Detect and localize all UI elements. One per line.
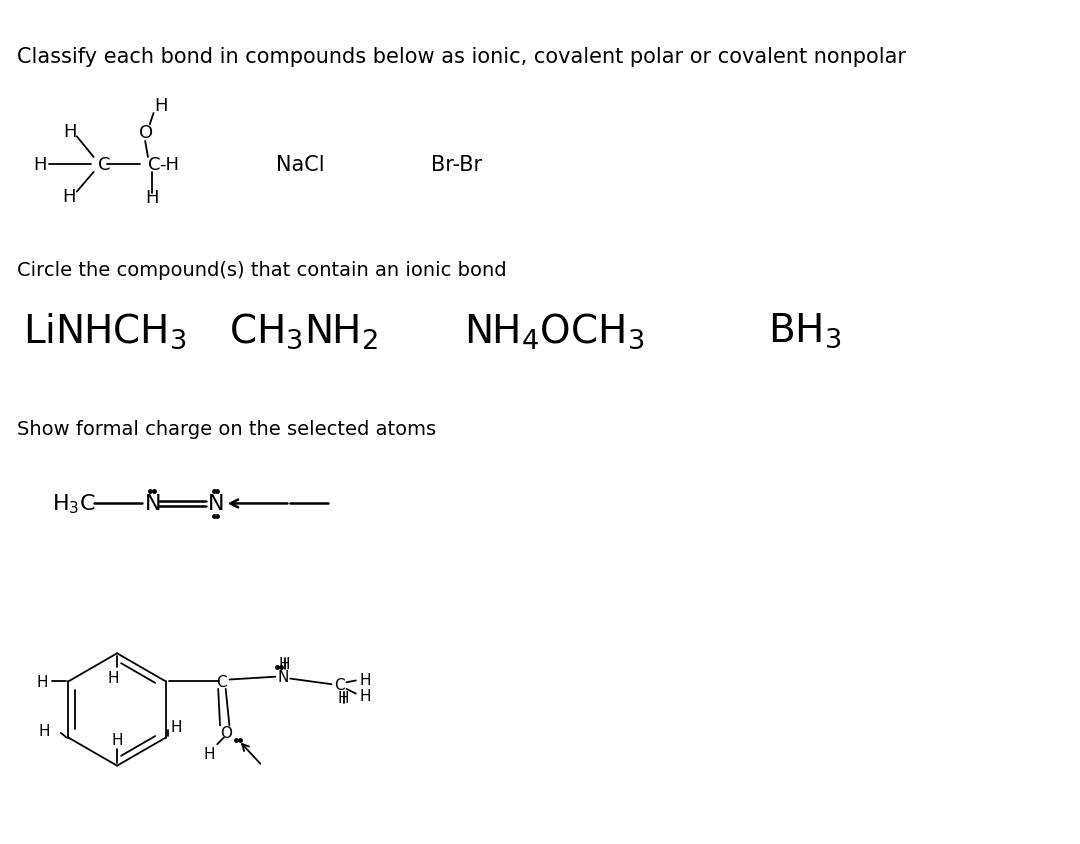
Text: H: H xyxy=(38,722,50,738)
Text: -H: -H xyxy=(159,156,179,174)
Text: H: H xyxy=(338,690,350,705)
Text: C: C xyxy=(148,156,161,174)
Text: H: H xyxy=(360,688,372,703)
Text: H: H xyxy=(145,189,159,207)
Text: H: H xyxy=(279,657,291,671)
Text: H: H xyxy=(360,672,372,687)
Text: H: H xyxy=(111,732,123,747)
Text: H: H xyxy=(204,746,216,761)
Text: H$_3$C: H$_3$C xyxy=(52,492,95,516)
Text: Br-Br: Br-Br xyxy=(431,155,482,176)
Text: Show formal charge on the selected atoms: Show formal charge on the selected atoms xyxy=(17,419,436,439)
Text: O: O xyxy=(220,726,232,740)
Text: C: C xyxy=(98,156,111,174)
Text: BH$_3$: BH$_3$ xyxy=(768,311,841,350)
Text: C: C xyxy=(217,674,227,689)
Text: H: H xyxy=(37,674,48,689)
Text: CH$_3$NH$_2$: CH$_3$NH$_2$ xyxy=(229,311,378,350)
Text: N: N xyxy=(208,494,225,514)
Text: C: C xyxy=(334,677,345,692)
Text: H: H xyxy=(64,122,77,141)
Text: N: N xyxy=(278,669,288,684)
Text: H: H xyxy=(32,156,46,174)
Text: Classify each bond in compounds below as ionic, covalent polar or covalent nonpo: Classify each bond in compounds below as… xyxy=(17,47,906,68)
Text: H: H xyxy=(154,97,168,116)
Text: H: H xyxy=(171,719,181,734)
Text: Circle the compound(s) that contain an ionic bond: Circle the compound(s) that contain an i… xyxy=(17,261,507,279)
Text: H: H xyxy=(63,188,77,206)
Text: NH$_4$OCH$_3$: NH$_4$OCH$_3$ xyxy=(463,311,644,350)
Text: H: H xyxy=(108,670,119,685)
Text: N: N xyxy=(145,494,162,514)
Text: NaCl: NaCl xyxy=(276,155,325,176)
Text: O: O xyxy=(138,123,152,142)
Text: LiNHCH$_3$: LiNHCH$_3$ xyxy=(24,311,187,350)
